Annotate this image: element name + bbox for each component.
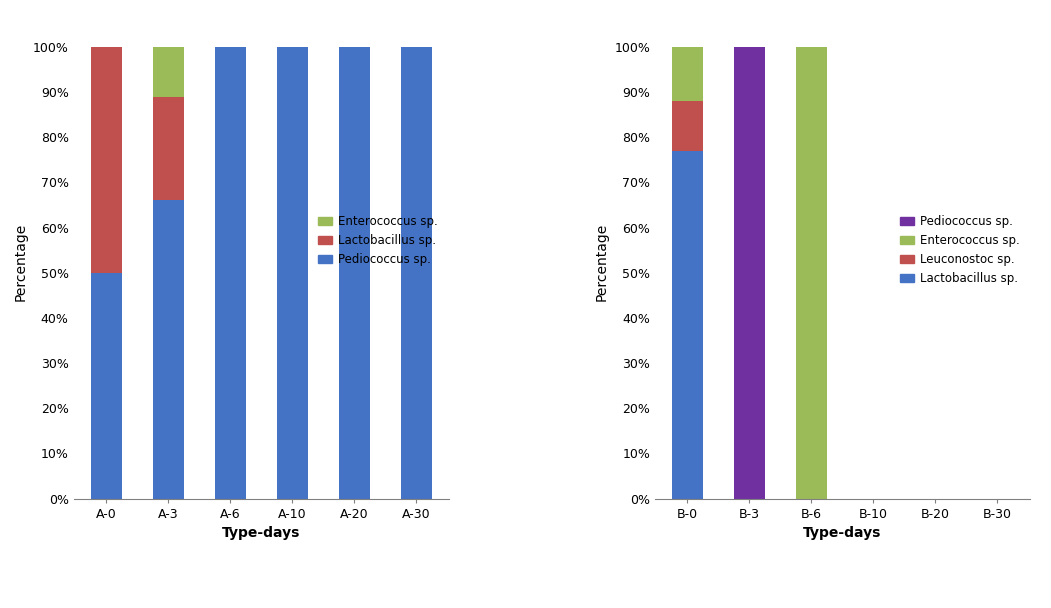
Bar [214,47,246,499]
X-axis label: Type-days: Type-days [803,526,882,540]
Bar [796,47,827,499]
Bar [672,47,703,101]
Bar [734,47,765,499]
Legend: Pediococcus sp., Enterococcus sp., Leuconostoc sp., Lactobacillus sp.: Pediococcus sp., Enterococcus sp., Leuco… [894,210,1024,289]
Bar [400,47,432,499]
Y-axis label: Percentage: Percentage [595,223,609,300]
Y-axis label: Percentage: Percentage [14,223,27,300]
Bar [90,273,122,499]
Bar [672,101,703,151]
Bar [152,201,184,499]
Bar [152,47,184,97]
Bar [338,47,370,499]
Bar [276,47,308,499]
Bar [672,151,703,499]
Bar [90,47,122,273]
Legend: Enterococcus sp., Lactobacillus sp., Pediococcus sp.: Enterococcus sp., Lactobacillus sp., Ped… [313,210,442,271]
X-axis label: Type-days: Type-days [222,526,301,540]
Bar [152,97,184,201]
